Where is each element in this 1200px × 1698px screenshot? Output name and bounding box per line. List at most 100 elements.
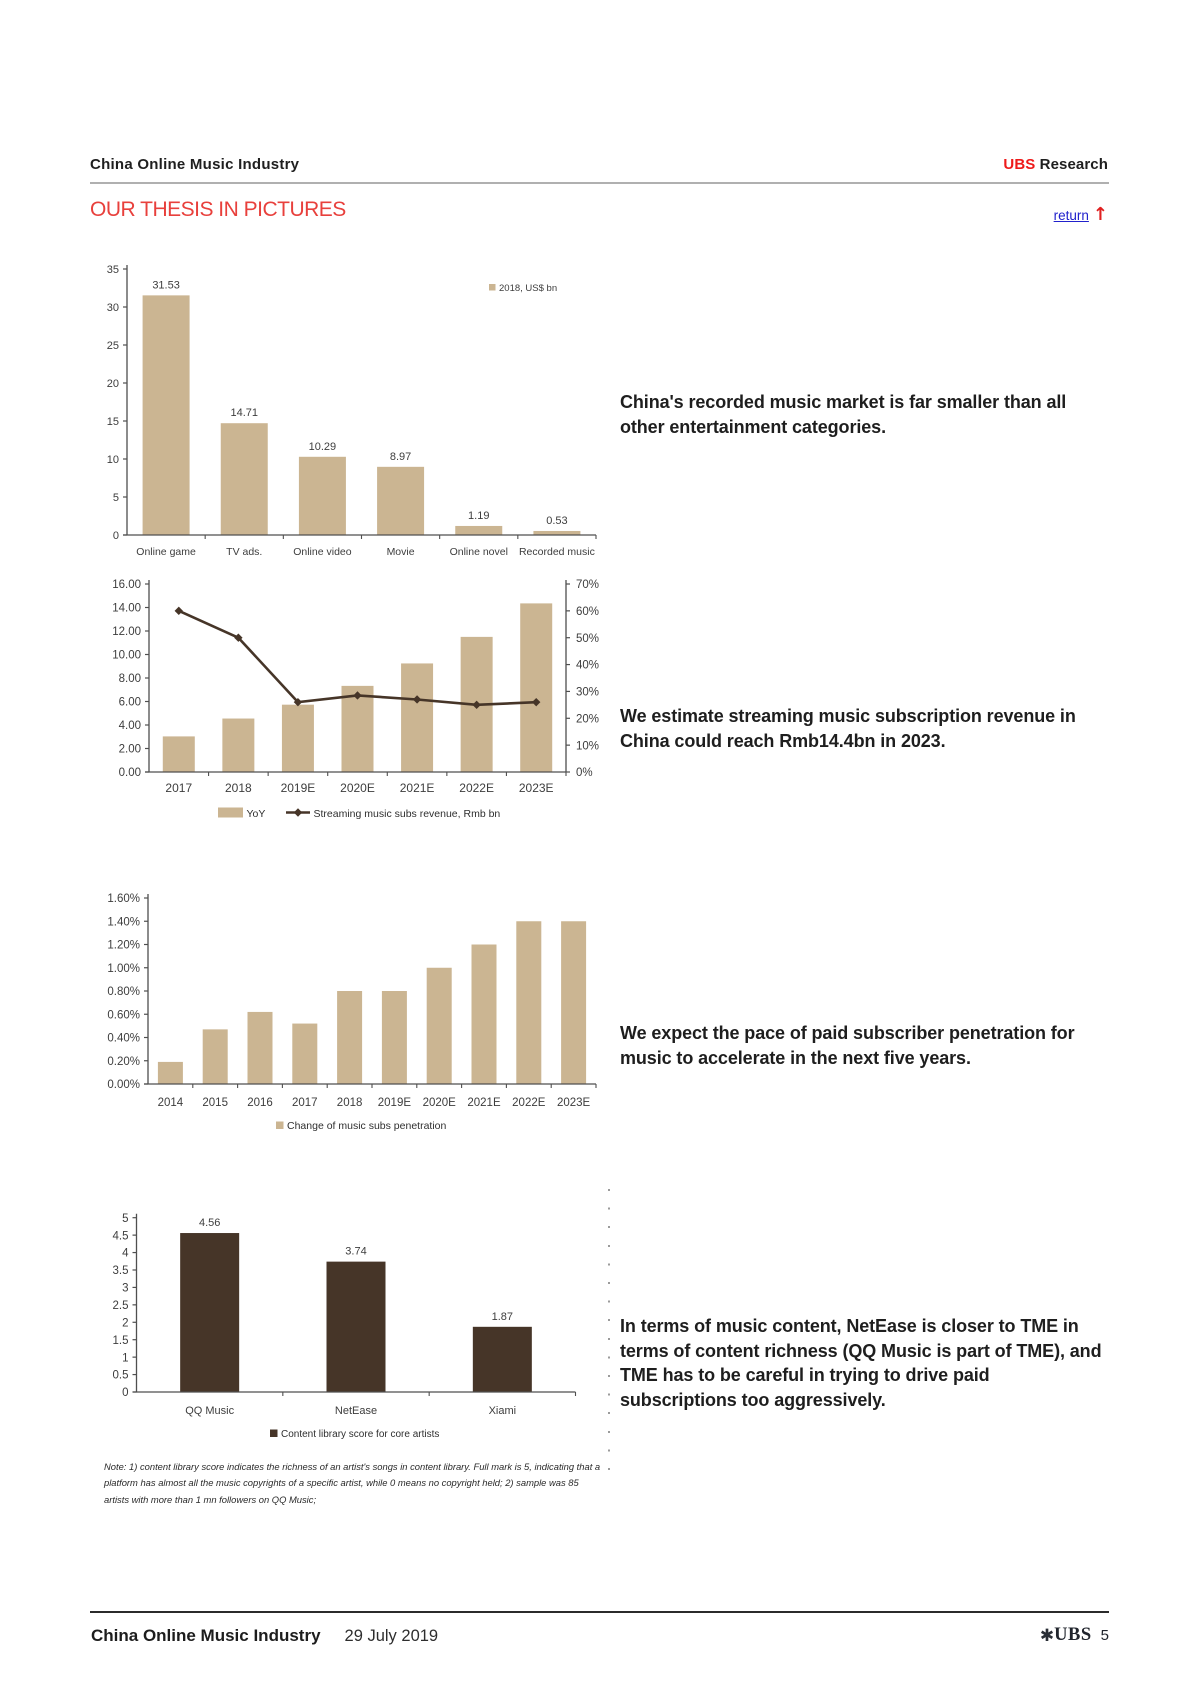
y-tick-label: 0.60% [107, 1009, 140, 1021]
y-tick-label: 1.5 [113, 1335, 129, 1347]
right-y-tick-label: 70% [576, 579, 599, 591]
y-tick-label: 35 [107, 264, 119, 276]
bar [471, 944, 497, 1084]
legend-label: 2018, US$ bn [499, 283, 557, 294]
line-marker-diamond [412, 695, 422, 704]
y-tick-label: 5 [113, 492, 119, 504]
y-tick-label: 5 [122, 1213, 128, 1225]
right-y-tick-label: 20% [576, 713, 599, 725]
commentary-subscriber-penetration: We expect the pace of paid subscriber pe… [620, 1023, 1075, 1068]
y-tick-label: 0.5 [113, 1370, 129, 1382]
legend-label: Change of music subs penetration [287, 1120, 447, 1132]
x-category-label: 2020E [423, 1097, 457, 1109]
y-tick-label: 30 [107, 302, 119, 314]
y-tick-label: 0.80% [107, 986, 140, 998]
bar-value-label: 10.29 [309, 441, 337, 453]
chart-content-library-score: 0 0.5 1 1.5 2 2.5 3 3.5 4 4.5 5 4.56 3.74 1.87 QQ Musi… [88, 1204, 612, 1446]
x-category-label: 2022E [512, 1097, 546, 1109]
bar [180, 1233, 240, 1392]
bar [561, 921, 587, 1084]
header-brand-research: Research [1035, 156, 1108, 173]
y-tick-label: 6.00 [119, 697, 141, 709]
x-category-label: 2022E [459, 781, 494, 795]
right-y-tick-label: 50% [576, 633, 599, 645]
y-tick-label: 2.00 [119, 744, 141, 756]
y-tick-label: 1.00% [107, 963, 140, 975]
line-marker-diamond [234, 633, 243, 642]
y-tick-label: 4.00 [119, 720, 141, 732]
line-marker-diamond [174, 606, 183, 616]
y-tick-label: 1 [122, 1352, 128, 1364]
footer-brand-ubs: UBS [1054, 1625, 1092, 1645]
bar [516, 921, 542, 1084]
x-category-label: Online game [136, 546, 196, 558]
footer-rule [90, 1611, 1109, 1614]
y-tick-label: 0.00 [119, 767, 141, 779]
y-tick-label: 1.40% [107, 916, 140, 928]
bar [220, 423, 268, 535]
x-category-label: 2014 [158, 1097, 184, 1109]
bar [377, 466, 425, 535]
footer-document-title: China Online Music Industry [91, 1626, 321, 1645]
y-tick-label: 16.00 [112, 579, 141, 591]
x-category-label: Online video [293, 546, 352, 558]
commentary-content-richness: In terms of music content, NetEase is cl… [620, 1316, 1102, 1410]
bar [247, 1011, 273, 1084]
y-tick-label: 0.40% [107, 1033, 140, 1045]
right-y-tick-label: 40% [576, 660, 599, 672]
x-category-label: 2021E [400, 781, 435, 795]
x-category-label: NetEase [335, 1405, 377, 1417]
chart-svg: 0 5 10 15 20 25 30 35 31.53 14.71 10.29 8.97 1.19 0.5… [107, 264, 597, 558]
bar-value-label: 31.53 [152, 279, 180, 291]
bar [455, 525, 503, 535]
bar [426, 967, 452, 1084]
bar-value-label: 14.71 [230, 407, 258, 419]
y-tick-label: 0 [122, 1387, 128, 1399]
page-title: OUR THESIS IN PICTURES [90, 198, 346, 221]
dotted-column-separator [608, 1189, 610, 1484]
y-tick-label: 4.5 [113, 1230, 129, 1242]
header-rule [90, 182, 1109, 184]
x-category-label: Recorded music [519, 546, 595, 558]
legend-label-line: Streaming music subs revenue, Rmb bn [314, 808, 501, 820]
y-tick-label: 3 [122, 1283, 128, 1295]
y-tick-label: 20 [107, 378, 119, 390]
legend-label: Content library score for core artists [281, 1429, 439, 1440]
chart-entertainment-market-size: 0 5 10 15 20 25 30 35 31.53 14.71 10.29 8.97 1.19 0.5… [88, 256, 612, 564]
legend-swatch-bar [218, 807, 243, 818]
y-tick-label: 1.60% [107, 893, 140, 905]
y-tick-label: 0 [113, 530, 119, 542]
y-tick-label: 15 [107, 416, 119, 428]
right-y-tick-label: 60% [576, 606, 599, 618]
y-tick-label: 14.00 [112, 603, 141, 615]
chart-svg: 0.00 2.00 4.00 6.00 8.00 10.00 12.00 14.00 16.00… [112, 579, 599, 820]
bar [162, 736, 195, 772]
y-tick-label: 0.00% [107, 1079, 140, 1091]
x-category-label: QQ Music [185, 1405, 234, 1417]
bar-value-label: 0.53 [546, 515, 567, 527]
bar [533, 530, 581, 535]
legend-swatch [489, 284, 496, 291]
bar-value-label: 3.74 [345, 1246, 366, 1258]
y-tick-label: 10 [107, 454, 119, 466]
legend-label-bar: YoY [247, 808, 266, 820]
return-up-arrow-icon: ↑ [1092, 204, 1108, 225]
bar [298, 456, 346, 535]
ubs-keys-logo-icon: ✱ [1039, 1626, 1055, 1645]
commentary-recorded-music-market: China's recorded music market is far sma… [620, 392, 1067, 437]
bar [157, 1061, 183, 1084]
return-link[interactable]: return [1053, 208, 1089, 223]
x-category-label: Online novel [450, 546, 508, 558]
header-brand: UBS Research [1003, 156, 1108, 173]
legend-marker-diamond [293, 808, 303, 817]
x-category-label: Xiami [489, 1405, 517, 1417]
y-tick-label: 8.00 [119, 673, 141, 685]
bar [292, 1023, 318, 1084]
footer-date: 29 July 2019 [344, 1627, 439, 1645]
header-document-title: China Online Music Industry [90, 156, 300, 173]
bar [520, 603, 553, 772]
right-y-tick-label: 30% [576, 687, 599, 699]
legend-swatch [270, 1429, 278, 1437]
x-category-label: 2023E [557, 1097, 591, 1109]
